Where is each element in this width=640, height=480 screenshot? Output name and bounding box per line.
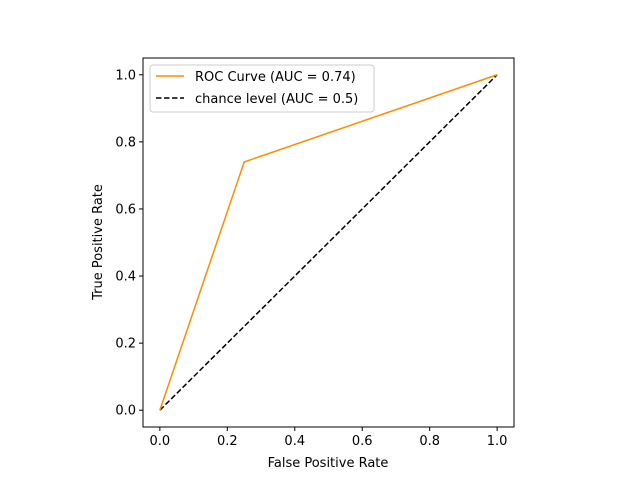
- x-tick-label: 0.6: [352, 434, 373, 449]
- series-line-0: [159, 74, 498, 411]
- x-axis-ticks: 0.0 0.2 0.4 0.6 0.8 1.0: [150, 427, 508, 449]
- y-axis-label: True Positive Rate: [91, 184, 106, 301]
- x-tick-label: 0.0: [150, 434, 171, 449]
- x-tick-label: 1.0: [487, 434, 508, 449]
- x-tick-label: 0.2: [217, 434, 238, 449]
- y-tick-label: 0.6: [115, 202, 136, 217]
- legend-label-1: chance level (AUC = 0.5): [195, 92, 358, 107]
- y-tick-label: 1.0: [115, 68, 136, 83]
- y-tick-label: 0.0: [115, 404, 136, 419]
- x-axis-label: False Positive Rate: [268, 456, 389, 471]
- y-tick-label: 0.2: [115, 337, 136, 352]
- legend: ROC Curve (AUC = 0.74) chance level (AUC …: [149, 64, 375, 113]
- axes-frame: [142, 57, 515, 428]
- y-axis-ticks: 0.0 0.2 0.4 0.6 0.8 1.0: [115, 68, 143, 419]
- x-tick-label: 0.8: [419, 434, 440, 449]
- plot-area: [159, 74, 498, 411]
- legend-label-0: ROC Curve (AUC = 0.74): [195, 70, 356, 85]
- y-tick-label: 0.8: [115, 135, 136, 150]
- y-tick-label: 0.4: [115, 270, 136, 285]
- legend-box: [149, 64, 375, 113]
- series-line-1: [159, 74, 498, 411]
- x-tick-label: 0.4: [284, 434, 305, 449]
